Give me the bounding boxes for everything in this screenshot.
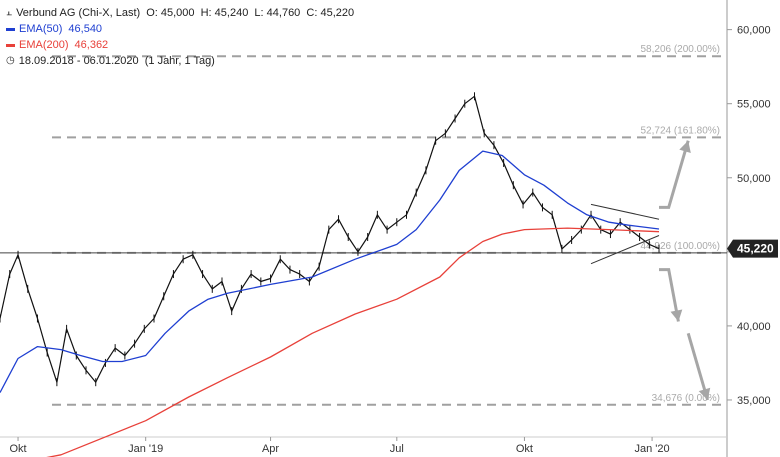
- x-tick-label-3: Jul: [390, 443, 404, 455]
- x-tick-label-0: Okt: [9, 443, 26, 455]
- x-tick-label-5: Jan '20: [635, 443, 670, 455]
- y-tick-label-5: 60,000: [737, 25, 771, 37]
- legend-ema200-row[interactable]: EMA(200) 46,362: [6, 37, 354, 53]
- fib-label-3: 34,676 (0.00%): [652, 393, 720, 404]
- arrow-up-head: [679, 140, 691, 153]
- ema50-swatch: [6, 27, 15, 31]
- legend-ema50-row[interactable]: EMA(50) 46,540: [6, 21, 354, 37]
- x-tick-label-1: Jan '19: [128, 443, 163, 455]
- last-price-box: [727, 239, 778, 258]
- legend-period-row: ◷ 18.09.2018 - 06.01.2020 (1 Jahr, 1 Tag…: [6, 53, 354, 69]
- ema200-label: EMA(200): [19, 39, 69, 51]
- fib-label-1: 52,724 (161.80%): [640, 125, 720, 136]
- triangle-lower-line: [590, 235, 660, 265]
- arrow-down-2-path: [686, 332, 710, 401]
- ema200-swatch: [6, 43, 15, 47]
- y-tick-label-0: 35,000: [737, 395, 771, 407]
- clock-icon: ◷: [6, 55, 15, 66]
- ema50-value: 46,540: [68, 23, 103, 35]
- series-line-price: [0, 95, 660, 383]
- annotations: [590, 140, 711, 401]
- arrow-down-2-head: [698, 387, 711, 400]
- last-price-tag: 45,220: [727, 239, 778, 258]
- series-line-ema50: [0, 150, 660, 393]
- ohlc-values: O: 45,000 H: 45,240 L: 44,760 C: 45,220: [146, 7, 355, 19]
- ema50-label: EMA(50): [19, 23, 63, 35]
- y-tick-label-3: 50,000: [737, 173, 771, 185]
- series-lines: [0, 92, 660, 457]
- x-tick-label-4: Okt: [516, 443, 533, 455]
- legend-instrument-row: ⫠ Verbund AG (Chi-X, Last) O: 45,000 H: …: [6, 5, 354, 21]
- arrow-up-path: [659, 140, 690, 209]
- triangle-upper-line: [590, 203, 660, 220]
- candlestick-icon: ⫠: [6, 7, 13, 18]
- last-price-label: 45,220: [737, 242, 774, 256]
- fib-label-0: 58,206 (200.00%): [640, 44, 720, 55]
- series-line-ema200: [46, 227, 660, 457]
- y-tick-label-4: 55,000: [737, 99, 771, 111]
- x-tick-label-2: Apr: [262, 443, 279, 455]
- x-axis: Okt Jan '19 Apr Jul Okt Jan '20: [9, 437, 670, 455]
- arrow-down-head: [670, 309, 683, 322]
- period-text: 18.09.2018 - 06.01.2020 (1 Jahr, 1 Tag): [18, 55, 215, 67]
- instrument-name: Verbund AG (Chi-X, Last): [16, 7, 141, 19]
- chart-legend: ⫠ Verbund AG (Chi-X, Last) O: 45,000 H: …: [6, 5, 354, 69]
- fib-label-2: 44,926 (100.00%): [640, 241, 720, 252]
- y-tick-label-1: 40,000: [737, 321, 771, 333]
- arrow-down-path: [659, 268, 680, 322]
- ema200-value: 46,362: [74, 39, 109, 51]
